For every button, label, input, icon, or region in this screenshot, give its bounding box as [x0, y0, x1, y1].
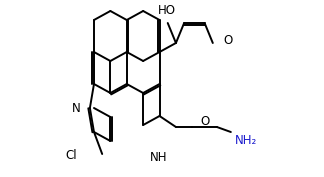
Text: HO: HO	[158, 4, 176, 17]
Text: N: N	[72, 101, 81, 115]
Text: O: O	[200, 115, 209, 128]
Text: NH: NH	[150, 151, 168, 164]
Text: O: O	[223, 35, 232, 47]
Text: Cl: Cl	[65, 149, 77, 162]
Text: NH₂: NH₂	[235, 135, 257, 147]
